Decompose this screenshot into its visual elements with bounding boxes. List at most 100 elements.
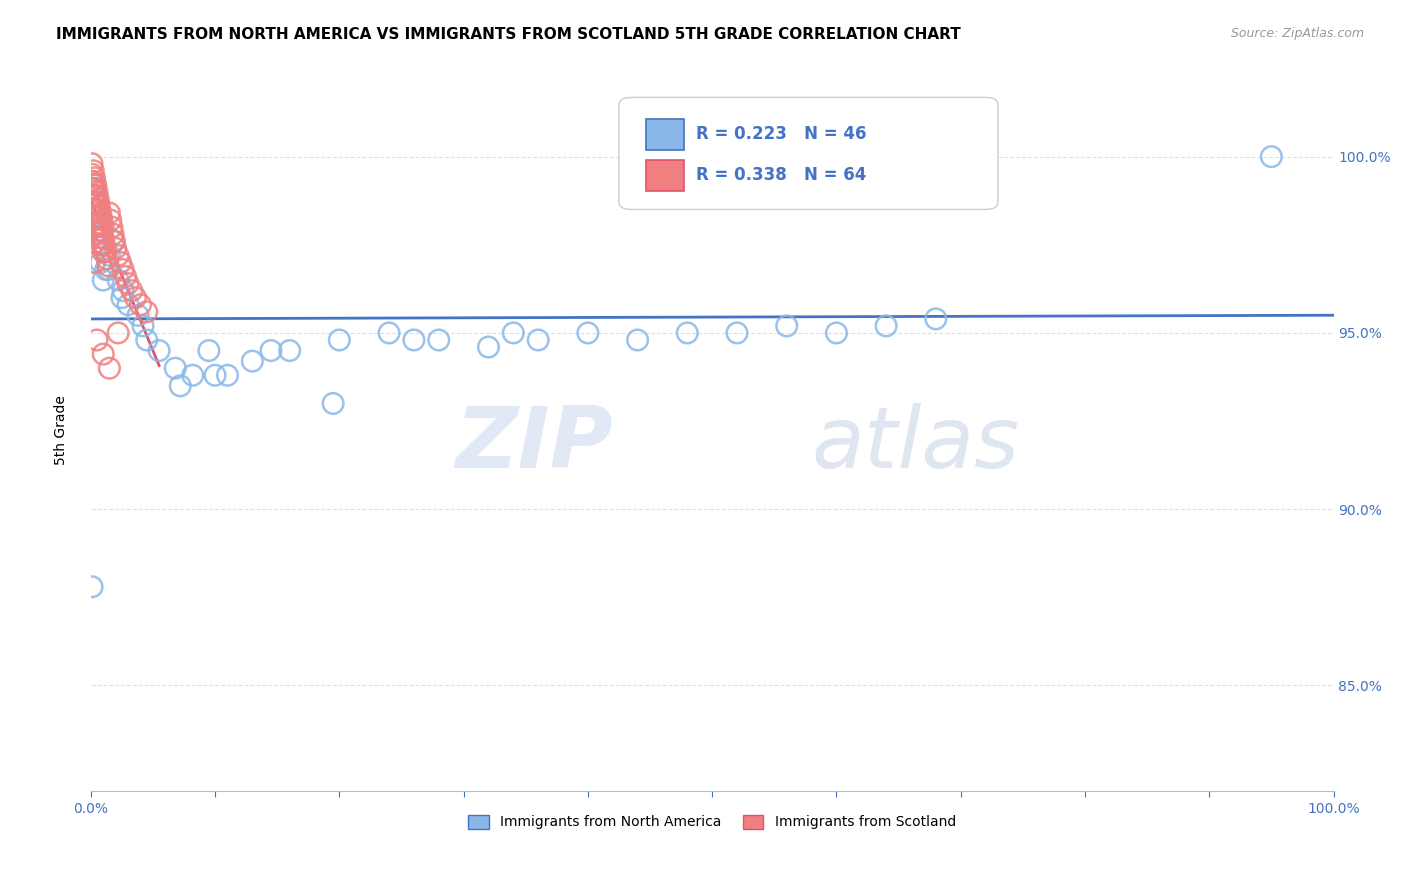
- Point: [1260, 150, 1282, 164]
- Bar: [647, 120, 683, 150]
- Point: [80, 167, 103, 181]
- Point: [89, 217, 111, 231]
- Point: [169, 379, 191, 393]
- Legend: Immigrants from North America, Immigrants from Scotland: Immigrants from North America, Immigrant…: [463, 809, 962, 835]
- Bar: [647, 161, 683, 192]
- Point: [87, 192, 110, 206]
- Point: [83, 181, 105, 195]
- Point: [87, 202, 110, 217]
- Point: [198, 343, 221, 358]
- Point: [107, 326, 129, 340]
- Point: [84, 202, 107, 217]
- Point: [217, 368, 239, 383]
- Point: [97, 262, 120, 277]
- Point: [86, 185, 108, 199]
- Point: [129, 298, 152, 312]
- Point: [80, 157, 103, 171]
- Point: [83, 195, 105, 210]
- Point: [98, 248, 121, 262]
- Point: [86, 333, 108, 347]
- Point: [86, 195, 108, 210]
- Point: [82, 181, 104, 195]
- Point: [91, 220, 114, 235]
- Point: [90, 255, 112, 269]
- Point: [90, 231, 112, 245]
- Point: [135, 305, 157, 319]
- Point: [90, 217, 112, 231]
- Text: R = 0.223   N = 46: R = 0.223 N = 46: [696, 125, 866, 143]
- Point: [91, 237, 114, 252]
- Point: [90, 206, 112, 220]
- Point: [90, 224, 112, 238]
- Point: [91, 244, 114, 259]
- Point: [96, 252, 118, 266]
- Point: [626, 333, 648, 347]
- Point: [676, 326, 699, 340]
- Point: [576, 326, 599, 340]
- Point: [112, 262, 135, 277]
- Point: [89, 199, 111, 213]
- Point: [91, 347, 114, 361]
- Point: [111, 291, 134, 305]
- Point: [82, 178, 104, 192]
- Point: [83, 255, 105, 269]
- Point: [527, 333, 550, 347]
- Point: [84, 178, 107, 192]
- Point: [117, 298, 139, 312]
- Point: [104, 241, 127, 255]
- Point: [97, 259, 120, 273]
- Point: [94, 262, 117, 277]
- Text: ZIP: ZIP: [456, 403, 613, 486]
- Point: [80, 580, 103, 594]
- Point: [94, 244, 117, 259]
- Point: [135, 333, 157, 347]
- Point: [240, 354, 263, 368]
- Point: [117, 277, 139, 291]
- Point: [91, 231, 114, 245]
- Point: [110, 255, 132, 269]
- Point: [91, 273, 114, 287]
- Point: [91, 213, 114, 227]
- Point: [925, 311, 948, 326]
- Point: [165, 361, 187, 376]
- Point: [776, 318, 799, 333]
- Point: [107, 273, 129, 287]
- Point: [114, 269, 136, 284]
- Point: [84, 188, 107, 202]
- Point: [477, 340, 499, 354]
- Text: atlas: atlas: [811, 403, 1019, 486]
- Point: [91, 237, 114, 252]
- Point: [82, 163, 104, 178]
- Point: [89, 210, 111, 224]
- Point: [83, 188, 105, 202]
- Point: [87, 210, 110, 224]
- Text: R = 0.338   N = 64: R = 0.338 N = 64: [696, 167, 866, 185]
- Point: [86, 202, 108, 217]
- Point: [148, 343, 170, 358]
- Point: [84, 220, 107, 235]
- Point: [402, 333, 425, 347]
- Point: [87, 217, 110, 231]
- Point: [107, 248, 129, 262]
- FancyBboxPatch shape: [619, 97, 998, 210]
- Point: [181, 368, 204, 383]
- Point: [89, 227, 111, 242]
- Point: [502, 326, 524, 340]
- Point: [100, 213, 122, 227]
- Y-axis label: 5th Grade: 5th Grade: [55, 395, 69, 465]
- Point: [83, 202, 105, 217]
- Text: IMMIGRANTS FROM NORTH AMERICA VS IMMIGRANTS FROM SCOTLAND 5TH GRADE CORRELATION : IMMIGRANTS FROM NORTH AMERICA VS IMMIGRA…: [56, 27, 960, 42]
- Point: [101, 234, 124, 248]
- Point: [83, 170, 105, 185]
- Point: [127, 308, 149, 322]
- Point: [725, 326, 748, 340]
- Point: [98, 206, 121, 220]
- Text: Source: ZipAtlas.com: Source: ZipAtlas.com: [1230, 27, 1364, 40]
- Point: [84, 195, 107, 210]
- Point: [278, 343, 301, 358]
- Point: [80, 181, 103, 195]
- Point: [87, 237, 110, 252]
- Point: [825, 326, 848, 340]
- Point: [101, 220, 124, 235]
- Point: [91, 224, 114, 238]
